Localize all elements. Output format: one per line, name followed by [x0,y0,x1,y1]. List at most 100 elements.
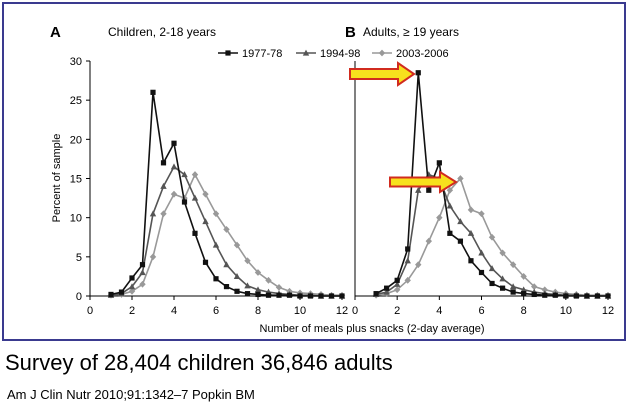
data-point [489,280,495,287]
data-point [542,292,548,298]
panel-a-series [107,89,346,299]
data-point [244,291,251,297]
data-point [149,253,157,261]
figure-frame [2,2,626,341]
legend-marker [302,49,310,56]
data-point [573,293,579,299]
data-point [118,289,125,295]
highlight-arrows [349,61,458,194]
data-point [286,292,293,298]
data-point [488,265,496,272]
data-point [478,269,485,276]
x-tick-label: 0 [87,305,93,317]
panel-a: A Children, 2-18 years 0 5 10 15 20 25 30 0 2 4 6… [50,24,348,317]
data-point [297,293,303,299]
data-point [384,285,390,291]
legend: 1977-78 1994-98 2003-2006 [218,48,449,60]
x-tick-label: 10 [560,305,572,317]
data-point [191,194,199,201]
data-point [457,218,464,225]
panel-b: B Adults, ≥ 19 years 0 2 4 6 8 10 12 [345,24,614,317]
data-point [478,210,485,218]
x-tick-label: 4 [436,305,442,317]
data-point [373,291,379,297]
data-point [499,275,506,282]
x-tick-label: 2 [394,305,400,317]
data-point [457,175,464,182]
data-point [233,273,241,280]
legend-label: 1977-78 [242,48,282,60]
data-point [265,276,272,284]
data-point [212,210,220,218]
x-tick-label: 0 [352,305,358,317]
data-point [213,276,219,282]
x-tick-label: 10 [294,305,306,317]
x-tick-label: 12 [336,305,348,317]
data-point [318,293,324,299]
data-point [426,187,432,193]
x-tick-label: 6 [478,305,484,317]
x-tick-label: 6 [213,305,219,317]
data-point [160,210,167,218]
panel-b-x-ticks: 0 2 4 6 8 10 12 [352,296,614,317]
data-point [223,261,230,268]
data-point [149,210,157,217]
y-tick-label: 5 [76,252,82,264]
y-tick-label: 0 [76,291,82,303]
data-point [328,293,335,299]
data-point [339,293,345,299]
data-point [436,214,443,222]
data-point [393,280,401,287]
data-point [605,293,611,299]
data-point [436,160,442,166]
data-point [467,206,475,214]
data-point [192,230,198,236]
panel-b-letter: B [345,24,356,41]
x-tick-label: 2 [129,305,135,317]
data-point [307,293,314,299]
data-point [139,262,146,268]
panel-a-x-ticks: 0 2 4 6 8 10 12 [87,296,348,317]
panel-b-series [372,70,612,299]
data-point [404,276,411,284]
data-point [510,289,516,295]
data-point [202,190,209,198]
data-point [383,288,390,295]
data-point [425,237,432,245]
y-tick-label: 30 [70,56,82,68]
data-point [393,286,401,294]
y-axis-label: Percent of sample [51,134,63,223]
data-point [181,171,188,178]
x-tick-label: 8 [521,305,527,317]
data-point [129,275,135,281]
panel-a-title: Children, 2-18 years [108,25,216,39]
data-point [275,283,283,291]
legend-marker [378,49,386,57]
data-point [170,163,178,170]
y-tick-label: 15 [70,174,82,186]
x-tick-label: 4 [171,305,177,317]
data-point [520,286,527,293]
survey-caption: Survey of 28,404 children 36,846 adults [5,350,393,375]
y-tick-label: 10 [70,213,82,225]
data-point [415,261,422,269]
legend-label: 2003-2006 [396,48,449,60]
panel-b-title: Adults, ≥ 19 years [363,25,459,39]
data-point [405,246,411,252]
x-axis-label: Number of meals plus snacks (2-day avera… [260,323,485,335]
data-point [128,287,136,295]
data-point [415,186,422,193]
data-point [531,283,538,290]
data-point [255,291,261,298]
y-tick-label: 25 [70,95,82,107]
data-point [212,241,220,248]
data-point [233,241,241,249]
legend-marker [225,50,231,56]
legend-label: 1994-98 [320,48,360,60]
data-point [276,292,282,298]
data-point [202,259,209,265]
data-point [404,257,411,264]
highlight-arrow-2003-peak [389,170,458,194]
data-point [244,282,251,289]
